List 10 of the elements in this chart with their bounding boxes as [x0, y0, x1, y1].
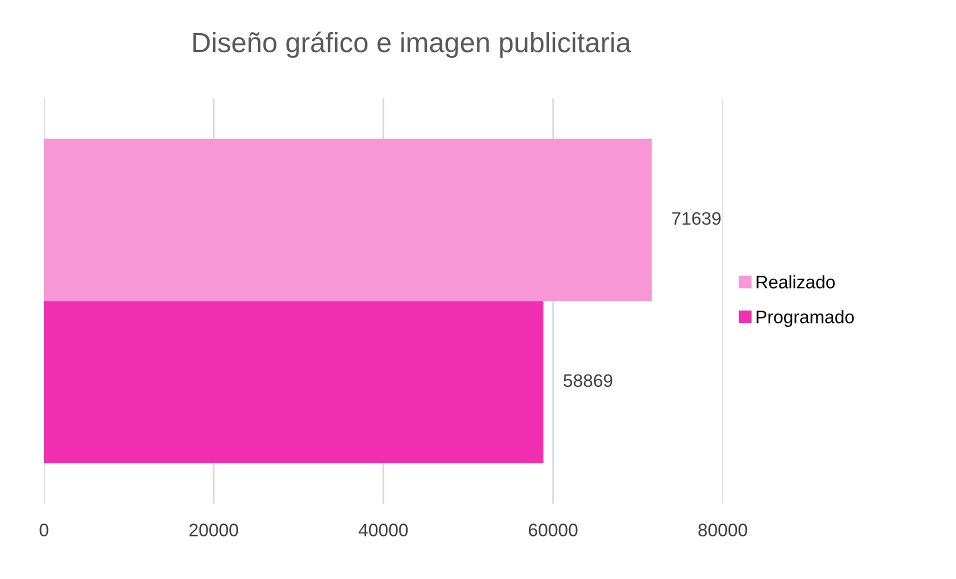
- x-tick-label: 0: [40, 524, 48, 536]
- data-label: 71639: [672, 212, 721, 225]
- x-tick-label: 20000: [189, 524, 238, 536]
- legend-label: Programado: [756, 310, 854, 327]
- legend-label: Realizado: [756, 275, 835, 288]
- x-tick-label: 40000: [358, 524, 408, 536]
- x-tick-label: 80000: [698, 524, 748, 536]
- data-label: 58869: [564, 374, 612, 387]
- x-tick-label: 60000: [528, 524, 578, 536]
- chart-title: Diseño gráfico e imagen publicitaria: [193, 32, 632, 58]
